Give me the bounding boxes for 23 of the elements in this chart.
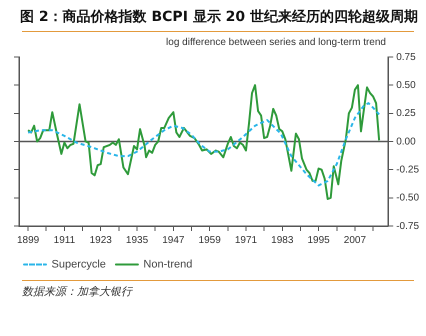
y-axis-title: log difference between series and long-term trend <box>165 36 387 48</box>
x-tick-label: 1971 <box>234 234 258 246</box>
y-tick-label: -0.25 <box>396 164 420 176</box>
x-tick-label: 1995 <box>307 234 330 246</box>
line-series <box>27 102 380 186</box>
legend-label: Supercycle <box>52 258 106 271</box>
x-tick-label: 1923 <box>90 234 112 246</box>
x-tick-label: 1899 <box>16 234 40 246</box>
x-tick-label: 1959 <box>198 234 222 246</box>
x-tick-label: 2007 <box>344 234 366 246</box>
y-tick-label: -0.50 <box>396 192 420 204</box>
x-tick-label: 1911 <box>54 234 76 246</box>
x-tick-label: 1935 <box>126 234 149 246</box>
chart-title: 图 2：商品价格指数 BCPI 显示 20 世纪来经历的四轮超级周期 <box>19 8 420 27</box>
x-tick-label: 1983 <box>271 234 294 246</box>
source-note: 数据来源：加拿大银行 <box>21 284 134 299</box>
y-tick-label: 0.50 <box>396 80 416 91</box>
y-tick-label: 0.00 <box>396 136 416 148</box>
y-tick-label: 0.25 <box>396 108 416 120</box>
x-tick-label: 1947 <box>162 234 185 246</box>
legend-label: Non-trend <box>143 258 192 271</box>
y-tick-label: 0.75 <box>396 52 416 63</box>
y-tick-label: -0.75 <box>396 220 420 232</box>
